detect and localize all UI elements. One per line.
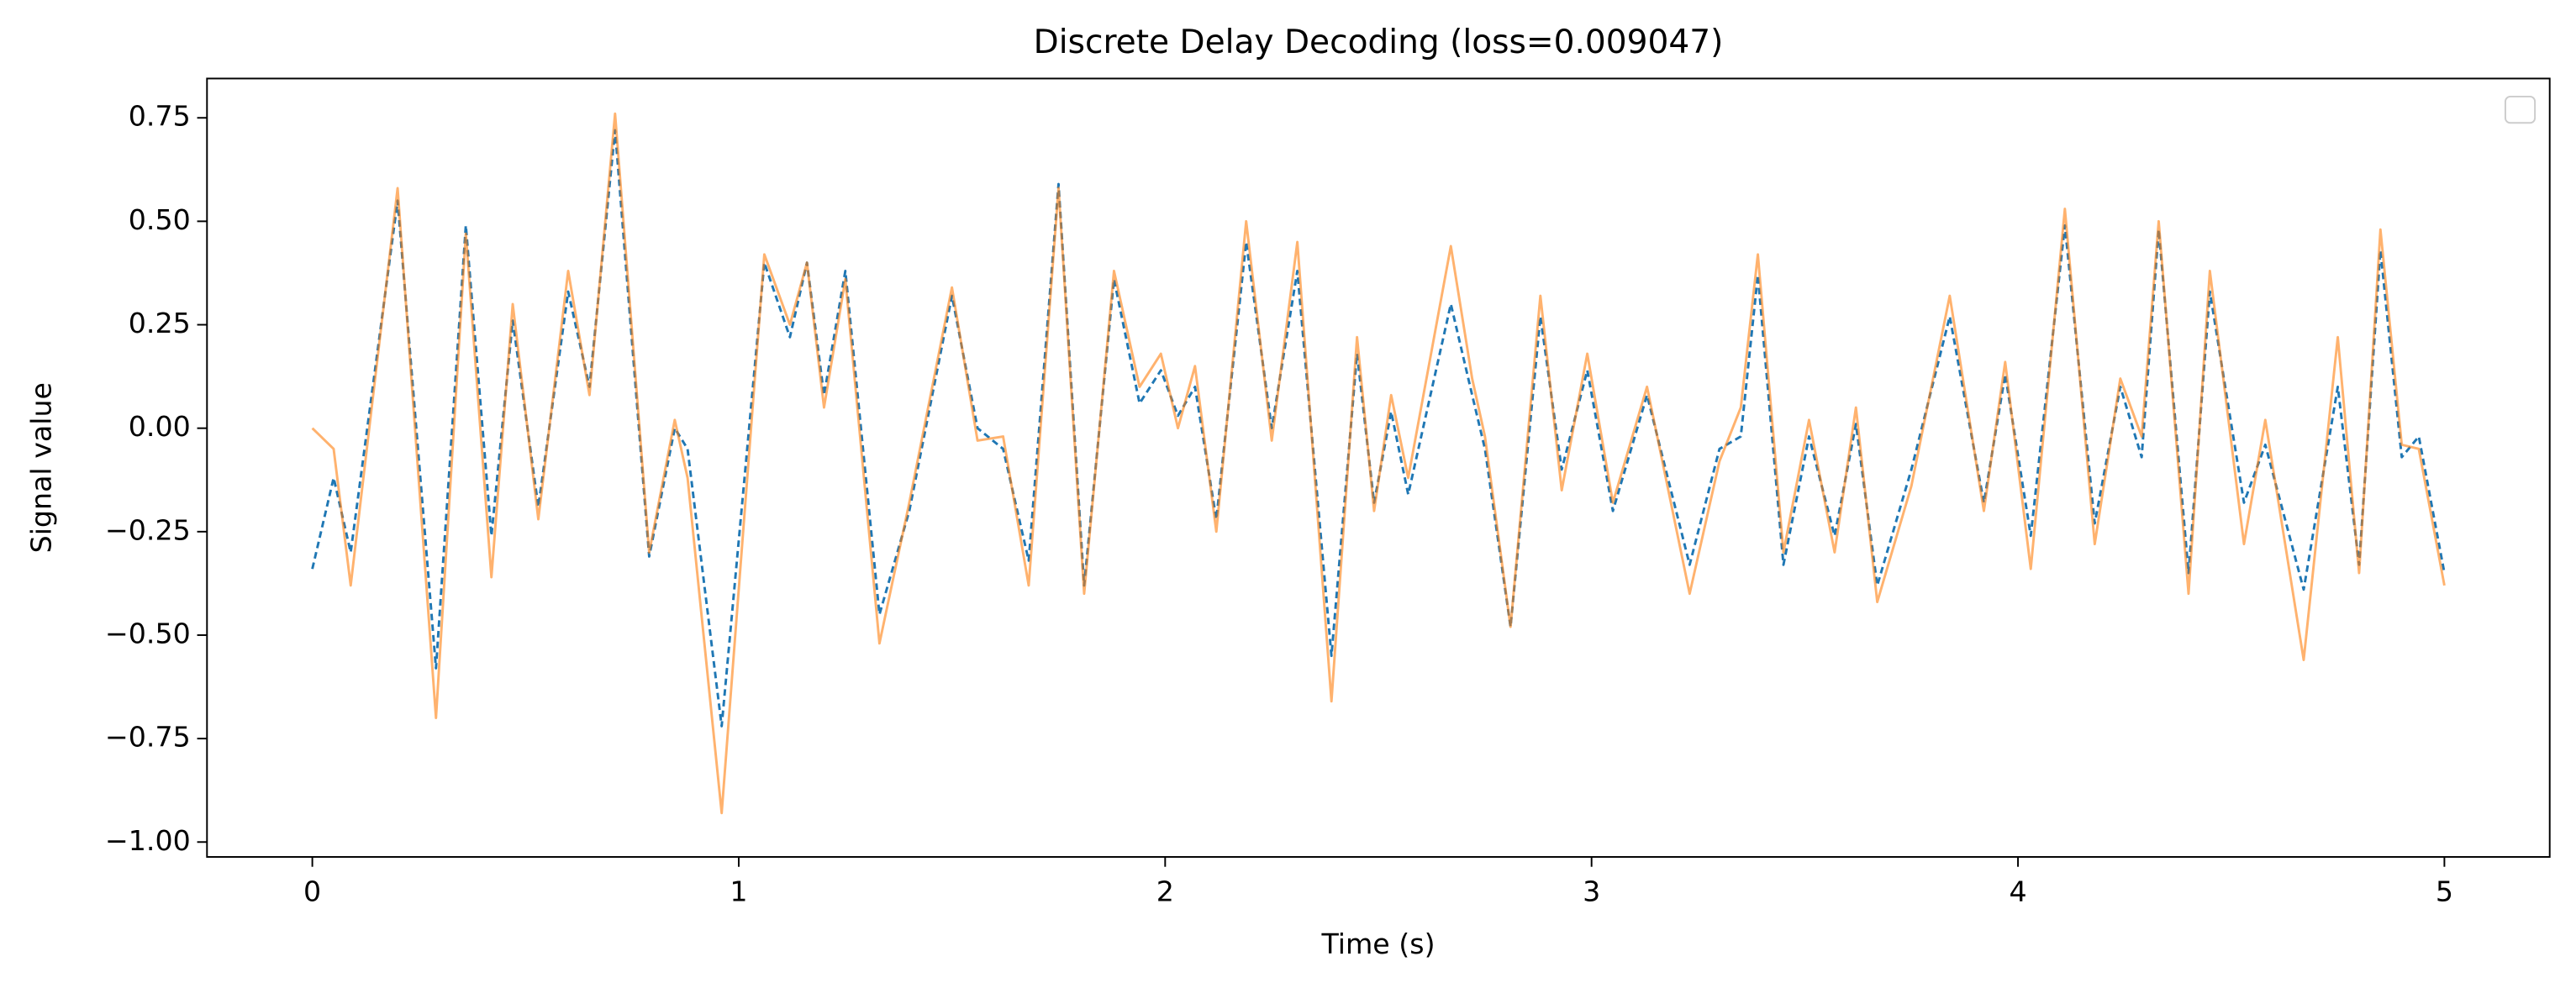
x-tick-label: 3 xyxy=(1583,875,1600,907)
y-tick-label: 0.75 xyxy=(129,100,191,133)
y-tick-label: −1.00 xyxy=(105,824,191,857)
y-axis-label: Signal value xyxy=(24,382,57,553)
series-line xyxy=(311,112,2446,815)
legend-box xyxy=(2504,95,2536,124)
x-tick-label: 0 xyxy=(303,875,321,907)
y-tick-label: −0.25 xyxy=(105,513,191,546)
x-tick-label: 5 xyxy=(2436,875,2453,907)
chart-title: Discrete Delay Decoding (loss=0.009047) xyxy=(1034,24,1724,61)
x-tick-label: 4 xyxy=(2009,875,2026,907)
y-tick-label: −0.75 xyxy=(105,721,191,754)
plot-frame xyxy=(206,77,2551,858)
x-axis-label: Time (s) xyxy=(1320,928,1435,960)
y-tick-label: 0.50 xyxy=(129,203,191,236)
x-tick-label: 2 xyxy=(1156,875,1174,907)
y-tick-label: −0.50 xyxy=(105,617,191,649)
x-tick-label: 1 xyxy=(730,875,747,907)
y-tick-label: 0.00 xyxy=(129,410,191,443)
y-tick-label: 0.25 xyxy=(129,307,191,339)
